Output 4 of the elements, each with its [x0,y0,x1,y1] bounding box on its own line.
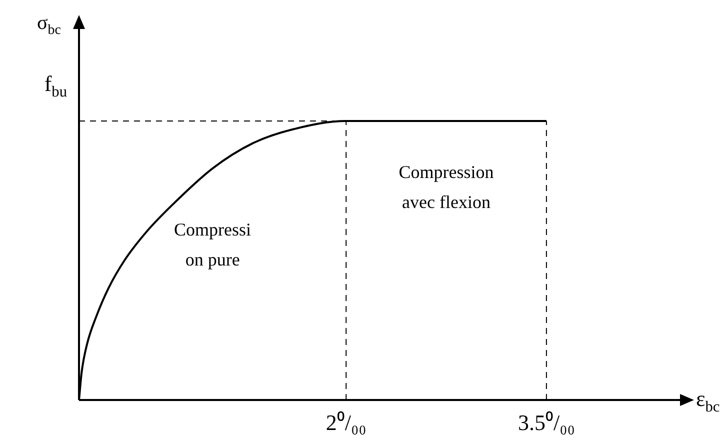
annotation: Compression avec flexion [398,162,494,212]
annotation: Compressi on pure [174,220,252,270]
x-tick-label: 3.5⁰/₀₀ [518,410,575,435]
x-tick-label: 2⁰/₀₀ [326,410,366,435]
